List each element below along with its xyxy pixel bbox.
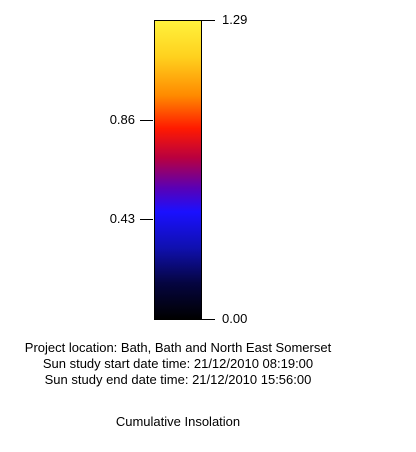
color-scale-bar	[154, 20, 202, 320]
tick-label-max: 1.29	[222, 12, 248, 27]
sun-study-end-time: Sun study end date time: 21/12/2010 15:5…	[44, 372, 312, 387]
tick-line-max	[202, 20, 215, 21]
project-location: Project location: Bath, Bath and North E…	[24, 340, 332, 355]
tick-label-0-43: 0.43	[109, 211, 135, 227]
tick-line-0-43	[140, 219, 153, 221]
sun-study-start-time: Sun study start date time: 21/12/2010 08…	[42, 356, 314, 371]
tick-label-min: 0.00	[222, 311, 248, 326]
tick-line-min	[202, 319, 215, 320]
tick-line-0-86	[140, 119, 153, 121]
sun-study-info: Project location: Bath, Bath and North E…	[0, 340, 356, 388]
legend-title: Cumulative Insolation	[115, 414, 241, 429]
tick-label-0-86: 0.86	[109, 111, 135, 127]
